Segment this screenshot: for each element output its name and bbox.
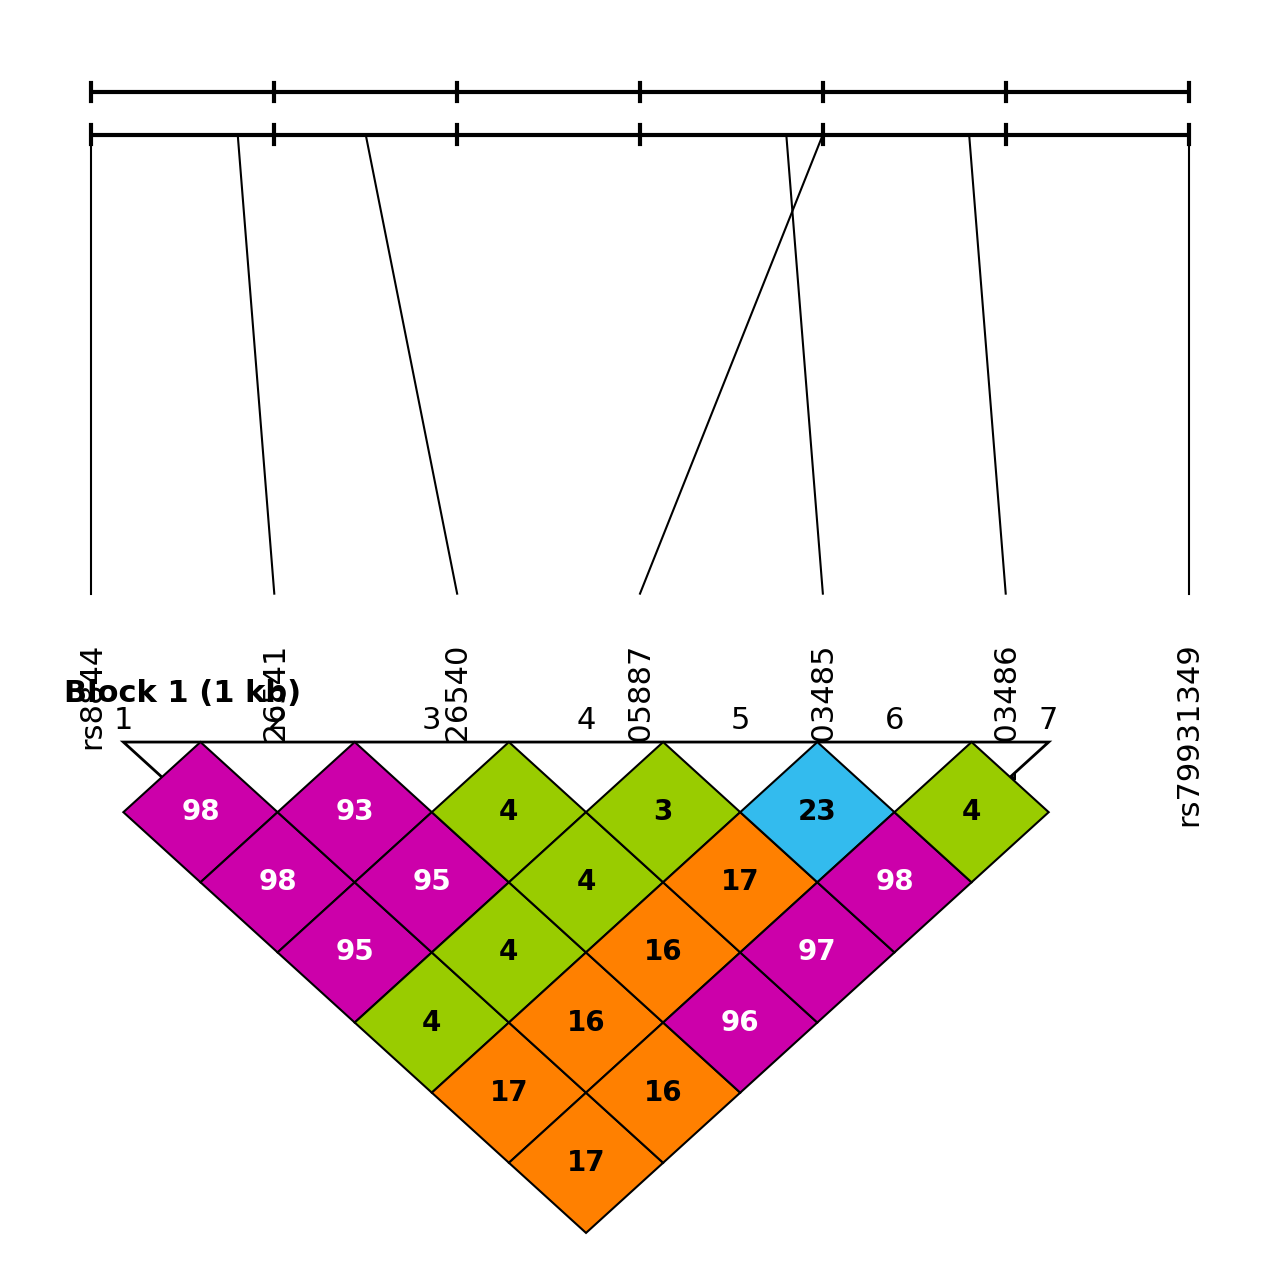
Polygon shape (278, 742, 431, 882)
Polygon shape (509, 812, 663, 952)
Text: rs8844: rs8844 (77, 643, 106, 748)
Text: 96: 96 (721, 1009, 759, 1037)
Text: 16: 16 (644, 938, 682, 966)
Polygon shape (740, 882, 895, 1023)
Text: 16: 16 (567, 1009, 605, 1037)
Polygon shape (123, 742, 1048, 1163)
Polygon shape (663, 812, 818, 952)
Text: rs79931349: rs79931349 (1174, 643, 1203, 826)
Polygon shape (586, 1023, 740, 1163)
Text: 95: 95 (412, 868, 451, 896)
Text: rs2303485: rs2303485 (809, 643, 837, 807)
Text: rs2303486: rs2303486 (991, 643, 1020, 807)
Polygon shape (586, 742, 740, 882)
Text: rs3826541: rs3826541 (260, 643, 289, 807)
Text: 1: 1 (114, 706, 133, 734)
Text: 98: 98 (876, 868, 914, 896)
Text: 4: 4 (422, 1009, 442, 1037)
Text: 17: 17 (721, 868, 759, 896)
Polygon shape (431, 742, 586, 882)
Polygon shape (818, 812, 972, 952)
Text: rs3826540: rs3826540 (443, 643, 471, 807)
Polygon shape (355, 952, 509, 1093)
Polygon shape (895, 742, 1048, 882)
Polygon shape (431, 882, 586, 1023)
Text: 23: 23 (797, 798, 837, 826)
Polygon shape (355, 812, 509, 952)
Text: 98: 98 (182, 798, 220, 826)
Text: 17: 17 (567, 1149, 605, 1177)
Text: 7: 7 (1039, 706, 1059, 734)
Polygon shape (509, 952, 663, 1093)
Polygon shape (201, 812, 355, 952)
Polygon shape (431, 1023, 586, 1163)
Text: 95: 95 (335, 938, 374, 966)
Polygon shape (123, 742, 278, 882)
Text: 3: 3 (422, 706, 442, 734)
Text: 4: 4 (961, 798, 982, 826)
Text: 2: 2 (268, 706, 287, 734)
Text: Block 1 (1 kb): Block 1 (1 kb) (64, 678, 301, 708)
Polygon shape (278, 882, 431, 1023)
Text: 4: 4 (499, 938, 518, 966)
Text: 16: 16 (644, 1079, 682, 1107)
Text: 97: 97 (797, 938, 837, 966)
Text: 4: 4 (499, 798, 518, 826)
Text: 93: 93 (335, 798, 374, 826)
Polygon shape (663, 952, 818, 1093)
Text: 4: 4 (576, 868, 595, 896)
Text: rs7405887: rs7405887 (626, 643, 654, 807)
Text: 17: 17 (490, 1079, 529, 1107)
Polygon shape (586, 882, 740, 1023)
Text: 98: 98 (259, 868, 297, 896)
Polygon shape (740, 742, 895, 882)
Text: 4: 4 (576, 706, 595, 734)
Text: 6: 6 (884, 706, 904, 734)
Text: 5: 5 (731, 706, 750, 734)
Polygon shape (509, 1093, 663, 1233)
Text: 3: 3 (654, 798, 673, 826)
